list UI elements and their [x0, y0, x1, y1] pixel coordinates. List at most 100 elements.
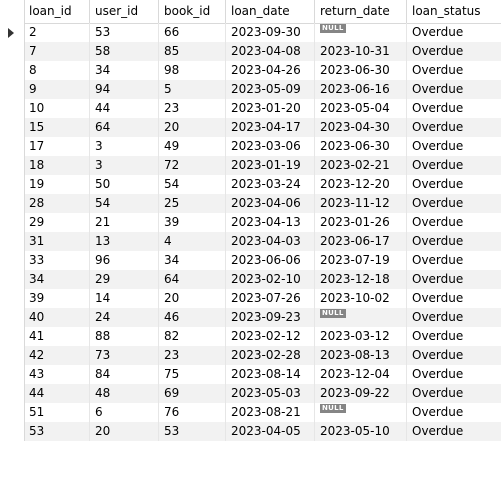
cell-loan-status[interactable]: Overdue: [412, 44, 464, 58]
cell-book-id[interactable]: 25: [159, 194, 226, 213]
cell-book-id[interactable]: 54: [159, 175, 226, 194]
cell-return-date[interactable]: 2023-10-31: [315, 42, 407, 61]
cell-loan-date[interactable]: 2023-04-06: [226, 194, 315, 213]
table-row[interactable]: 44 48 69 2023-05-03 2023-09-22 Overdue: [0, 384, 501, 403]
cell-loan-id[interactable]: 51: [24, 403, 90, 422]
cell-loan-id[interactable]: 44: [24, 384, 90, 403]
cell-loan-date[interactable]: 2023-03-06: [226, 137, 315, 156]
cell-loan-date[interactable]: 2023-02-10: [226, 270, 315, 289]
cell-user-id[interactable]: 13: [90, 232, 159, 251]
cell-user-id[interactable]: 29: [90, 270, 159, 289]
cell-loan-status[interactable]: Overdue: [412, 196, 464, 210]
cell-return-date[interactable]: 2023-06-30: [315, 137, 407, 156]
cell-user-id[interactable]: 24: [90, 308, 159, 327]
cell-book-id[interactable]: 53: [159, 422, 226, 441]
cell-loan-date[interactable]: 2023-02-12: [226, 327, 315, 346]
cell-loan-id[interactable]: 9: [24, 80, 90, 99]
cell-user-id[interactable]: 48: [90, 384, 159, 403]
cell-book-id[interactable]: 34: [159, 251, 226, 270]
cell-return-date[interactable]: 2023-06-30: [315, 61, 407, 80]
cell-return-date[interactable]: 2023-12-20: [315, 175, 407, 194]
cell-loan-date[interactable]: 2023-09-23: [226, 308, 315, 327]
cell-loan-date[interactable]: 2023-02-28: [226, 346, 315, 365]
cell-loan-id[interactable]: 29: [24, 213, 90, 232]
cell-return-date[interactable]: 2023-12-18: [315, 270, 407, 289]
cell-loan-status[interactable]: Overdue: [412, 272, 464, 286]
cell-user-id[interactable]: 20: [90, 422, 159, 441]
cell-user-id[interactable]: 94: [90, 80, 159, 99]
cell-loan-status[interactable]: Overdue: [412, 424, 464, 438]
cell-return-date[interactable]: 2023-05-10: [315, 422, 407, 441]
cell-user-id[interactable]: 53: [90, 23, 159, 42]
cell-user-id[interactable]: 14: [90, 289, 159, 308]
column-header-loan-status[interactable]: loan_status: [412, 4, 481, 18]
table-row[interactable]: 19 50 54 2023-03-24 2023-12-20 Overdue: [0, 175, 501, 194]
cell-loan-id[interactable]: 43: [24, 365, 90, 384]
cell-loan-status[interactable]: Overdue: [412, 348, 464, 362]
row-header[interactable]: [0, 384, 25, 403]
cell-return-date[interactable]: NULL: [315, 403, 407, 422]
table-row[interactable]: 33 96 34 2023-06-06 2023-07-19 Overdue: [0, 251, 501, 270]
cell-book-id[interactable]: 23: [159, 99, 226, 118]
cell-book-id[interactable]: 82: [159, 327, 226, 346]
cell-loan-status[interactable]: Overdue: [412, 158, 464, 172]
table-row[interactable]: 17 3 49 2023-03-06 2023-06-30 Overdue: [0, 137, 501, 156]
cell-book-id[interactable]: 72: [159, 156, 226, 175]
cell-book-id[interactable]: 20: [159, 118, 226, 137]
row-header[interactable]: [0, 270, 25, 289]
row-header[interactable]: [0, 137, 25, 156]
column-header-return-date[interactable]: return_date: [315, 0, 407, 23]
cell-user-id[interactable]: 88: [90, 327, 159, 346]
cell-return-date[interactable]: 2023-07-19: [315, 251, 407, 270]
cell-loan-id[interactable]: 42: [24, 346, 90, 365]
cell-loan-id[interactable]: 2: [24, 23, 90, 42]
cell-loan-date[interactable]: 2023-05-09: [226, 80, 315, 99]
cell-loan-status[interactable]: Overdue: [412, 215, 464, 229]
cell-loan-date[interactable]: 2023-08-21: [226, 403, 315, 422]
cell-return-date[interactable]: 2023-09-22: [315, 384, 407, 403]
row-header[interactable]: [0, 156, 25, 175]
row-header[interactable]: [0, 327, 25, 346]
cell-return-date[interactable]: 2023-05-04: [315, 99, 407, 118]
cell-loan-date[interactable]: 2023-06-06: [226, 251, 315, 270]
cell-user-id[interactable]: 21: [90, 213, 159, 232]
row-header[interactable]: [0, 232, 25, 251]
row-header[interactable]: [0, 99, 25, 118]
cell-user-id[interactable]: 3: [90, 156, 159, 175]
row-header[interactable]: [0, 403, 25, 422]
cell-loan-status[interactable]: Overdue: [412, 63, 464, 77]
table-row[interactable]: 28 54 25 2023-04-06 2023-11-12 Overdue: [0, 194, 501, 213]
cell-loan-date[interactable]: 2023-07-26: [226, 289, 315, 308]
row-header[interactable]: [0, 289, 25, 308]
table-row[interactable]: 51 6 76 2023-08-21 NULL Overdue: [0, 403, 501, 422]
row-header[interactable]: [0, 42, 25, 61]
cell-loan-id[interactable]: 39: [24, 289, 90, 308]
cell-return-date[interactable]: 2023-11-12: [315, 194, 407, 213]
cell-return-date[interactable]: 2023-02-21: [315, 156, 407, 175]
row-header[interactable]: [0, 175, 25, 194]
table-row[interactable]: 34 29 64 2023-02-10 2023-12-18 Overdue: [0, 270, 501, 289]
cell-user-id[interactable]: 73: [90, 346, 159, 365]
cell-user-id[interactable]: 64: [90, 118, 159, 137]
cell-user-id[interactable]: 50: [90, 175, 159, 194]
table-row[interactable]: 10 44 23 2023-01-20 2023-05-04 Overdue: [0, 99, 501, 118]
cell-loan-id[interactable]: 18: [24, 156, 90, 175]
cell-book-id[interactable]: 66: [159, 23, 226, 42]
cell-loan-status[interactable]: Overdue: [412, 386, 464, 400]
cell-loan-date[interactable]: 2023-01-19: [226, 156, 315, 175]
cell-book-id[interactable]: 76: [159, 403, 226, 422]
cell-loan-status[interactable]: Overdue: [412, 253, 464, 267]
cell-user-id[interactable]: 58: [90, 42, 159, 61]
cell-loan-status[interactable]: Overdue: [412, 329, 464, 343]
row-header[interactable]: [0, 194, 25, 213]
cell-book-id[interactable]: 23: [159, 346, 226, 365]
cell-loan-date[interactable]: 2023-04-05: [226, 422, 315, 441]
cell-return-date[interactable]: 2023-04-30: [315, 118, 407, 137]
row-header[interactable]: [0, 251, 25, 270]
cell-loan-date[interactable]: 2023-03-24: [226, 175, 315, 194]
table-row[interactable]: 18 3 72 2023-01-19 2023-02-21 Overdue: [0, 156, 501, 175]
cell-loan-id[interactable]: 19: [24, 175, 90, 194]
cell-loan-date[interactable]: 2023-04-08: [226, 42, 315, 61]
cell-user-id[interactable]: 44: [90, 99, 159, 118]
table-row[interactable]: 53 20 53 2023-04-05 2023-05-10 Overdue: [0, 422, 501, 441]
